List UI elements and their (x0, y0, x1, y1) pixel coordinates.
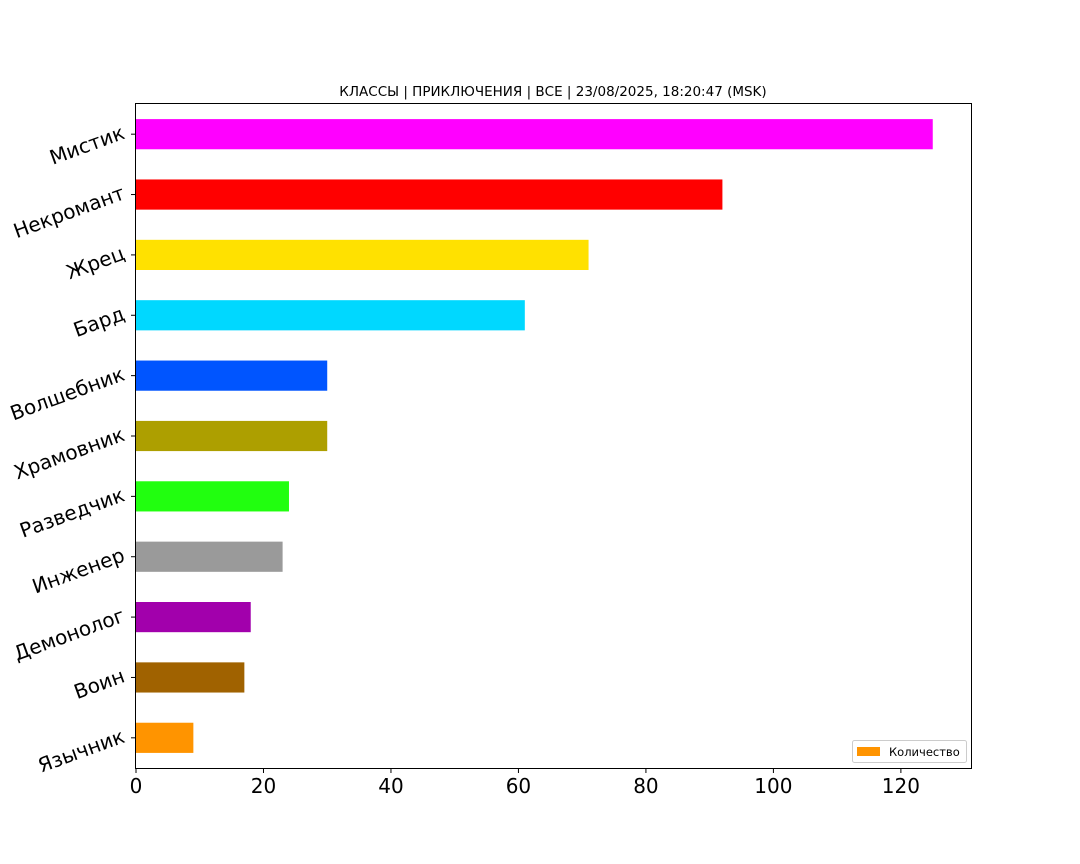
bar (136, 300, 525, 331)
plot-frame (135, 103, 972, 769)
x-tick-label: 0 (130, 774, 143, 798)
x-tick-label: 120 (882, 774, 920, 798)
legend-label: Количество (889, 745, 960, 759)
x-tick-label: 60 (506, 774, 531, 798)
y-tick-label: Инженер (29, 543, 128, 599)
x-tick-label: 20 (251, 774, 276, 798)
x-tick-label: 80 (633, 774, 658, 798)
bar (136, 420, 328, 452)
bars-layer (136, 119, 933, 753)
bar (136, 360, 328, 391)
y-tick-label: Волшебник (7, 362, 128, 426)
bar (136, 179, 723, 210)
legend-swatch (857, 747, 880, 756)
y-tick-label: Воин (71, 664, 128, 704)
bar (136, 662, 245, 693)
bar (136, 722, 194, 753)
y-tick-label: Некромант (10, 181, 128, 243)
bar (136, 602, 251, 633)
y-tick-label: Язычник (35, 724, 128, 777)
bar (136, 541, 283, 572)
y-tick-label: Демонолог (10, 603, 127, 665)
chart-title: КЛАССЫ | ПРИКЛЮЧЕНИЯ | ВСЕ | 23/08/2025,… (339, 84, 766, 100)
y-tick-label: Мистик (46, 120, 127, 169)
legend: Количество (852, 740, 967, 763)
x-tick-label: 100 (754, 774, 792, 798)
bar (136, 119, 933, 150)
x-tick-label: 40 (378, 774, 403, 798)
bar (136, 239, 589, 270)
legend-box (852, 740, 967, 763)
y-tick-label: Разведчик (16, 483, 127, 543)
bar (136, 481, 289, 512)
x-axis-ticks: 0 20 40 60 80 100 120 (130, 768, 920, 798)
y-tick-label: Храмовник (11, 422, 128, 484)
y-tick-label: Жрец (63, 241, 128, 284)
y-tick-label: Бард (70, 301, 128, 342)
